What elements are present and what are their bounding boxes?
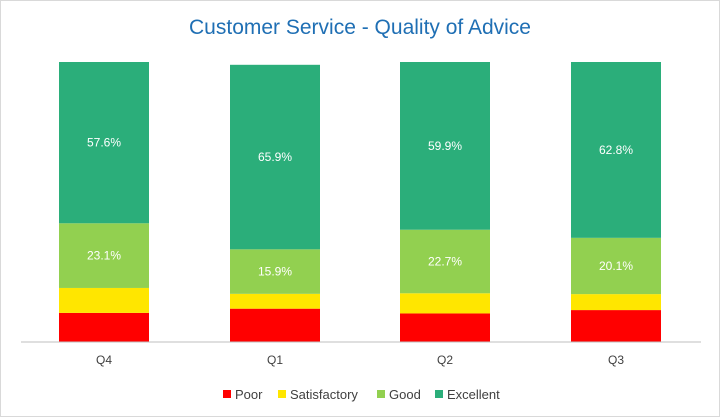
bar-poor-q3 — [571, 310, 661, 342]
data-label-good-q3: 20.1% — [599, 259, 633, 273]
bar-good-q1 — [230, 249, 320, 294]
bar-satisfactory-q1 — [230, 293, 320, 309]
data-label-excellent-q4: 57.6% — [87, 136, 121, 150]
chart-title: Customer Service - Quality of Advice — [189, 16, 531, 39]
data-label-good-q2: 22.7% — [428, 255, 462, 269]
legend-item-good: Good — [377, 387, 421, 402]
legend-label-excellent: Excellent — [447, 387, 500, 402]
data-label-excellent-q1: 65.9% — [258, 150, 292, 164]
legend-swatch-poor — [223, 390, 231, 398]
legend-label-satisfactory: Satisfactory — [290, 387, 358, 402]
legend-label-good: Good — [389, 387, 421, 402]
legend-swatch-satisfactory — [278, 390, 286, 398]
legend-item-satisfactory: Satisfactory — [278, 387, 358, 402]
bar-satisfactory-q2 — [400, 293, 490, 314]
bar-excellent-q4 — [59, 62, 149, 224]
bar-excellent-q3 — [571, 62, 661, 238]
x-tick-q4: Q4 — [96, 353, 112, 367]
data-label-excellent-q2: 59.9% — [428, 139, 462, 153]
data-label-good-q1: 15.9% — [258, 265, 292, 279]
bar-good-q4 — [59, 223, 149, 288]
data-label-excellent-q3: 62.8% — [599, 143, 633, 157]
bar-excellent-q2 — [400, 62, 490, 230]
x-tick-q2: Q2 — [437, 353, 453, 367]
bar-poor-q4 — [59, 312, 149, 342]
bar-satisfactory-q4 — [59, 287, 149, 313]
x-tick-q1: Q1 — [267, 353, 283, 367]
legend-swatch-good — [377, 390, 385, 398]
legend-item-poor: Poor — [223, 387, 263, 402]
bar-good-q2 — [400, 229, 490, 294]
bar-poor-q1 — [230, 308, 320, 342]
legend-label-poor: Poor — [235, 387, 263, 402]
bar-satisfactory-q3 — [571, 294, 661, 311]
bar-poor-q2 — [400, 313, 490, 342]
legend-swatch-excellent — [435, 390, 443, 398]
bars-group: 23.1% 57.6% 15.9% 65.9% 22.7% 59.9% 20.1% 62.8% — [59, 62, 661, 342]
x-tick-labels: Q4 Q1 Q2 Q3 — [96, 353, 624, 367]
bar-excellent-q1 — [230, 64, 320, 250]
legend: Poor Satisfactory Good Excellent — [223, 387, 500, 402]
bar-good-q3 — [571, 237, 661, 295]
legend-item-excellent: Excellent — [435, 387, 500, 402]
x-tick-q3: Q3 — [608, 353, 624, 367]
data-label-good-q4: 23.1% — [87, 249, 121, 263]
